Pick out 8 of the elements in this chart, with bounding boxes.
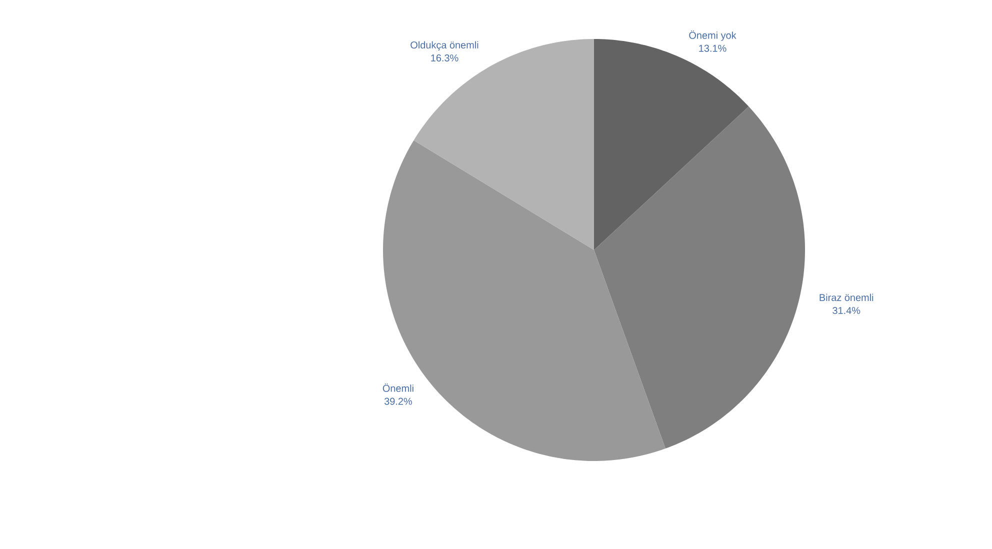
slice-label: Önemli xyxy=(382,383,414,392)
data-label: 16.3% xyxy=(431,54,458,62)
slice-label: Önemi yok xyxy=(689,30,736,41)
data-label: 39.2% xyxy=(384,398,412,405)
slice-label: Biraz önemli xyxy=(820,294,874,302)
data-label: 31.4% xyxy=(832,306,860,314)
data-label: 13.1% xyxy=(699,44,726,52)
slice-label: Oldukça önemli xyxy=(410,41,478,51)
